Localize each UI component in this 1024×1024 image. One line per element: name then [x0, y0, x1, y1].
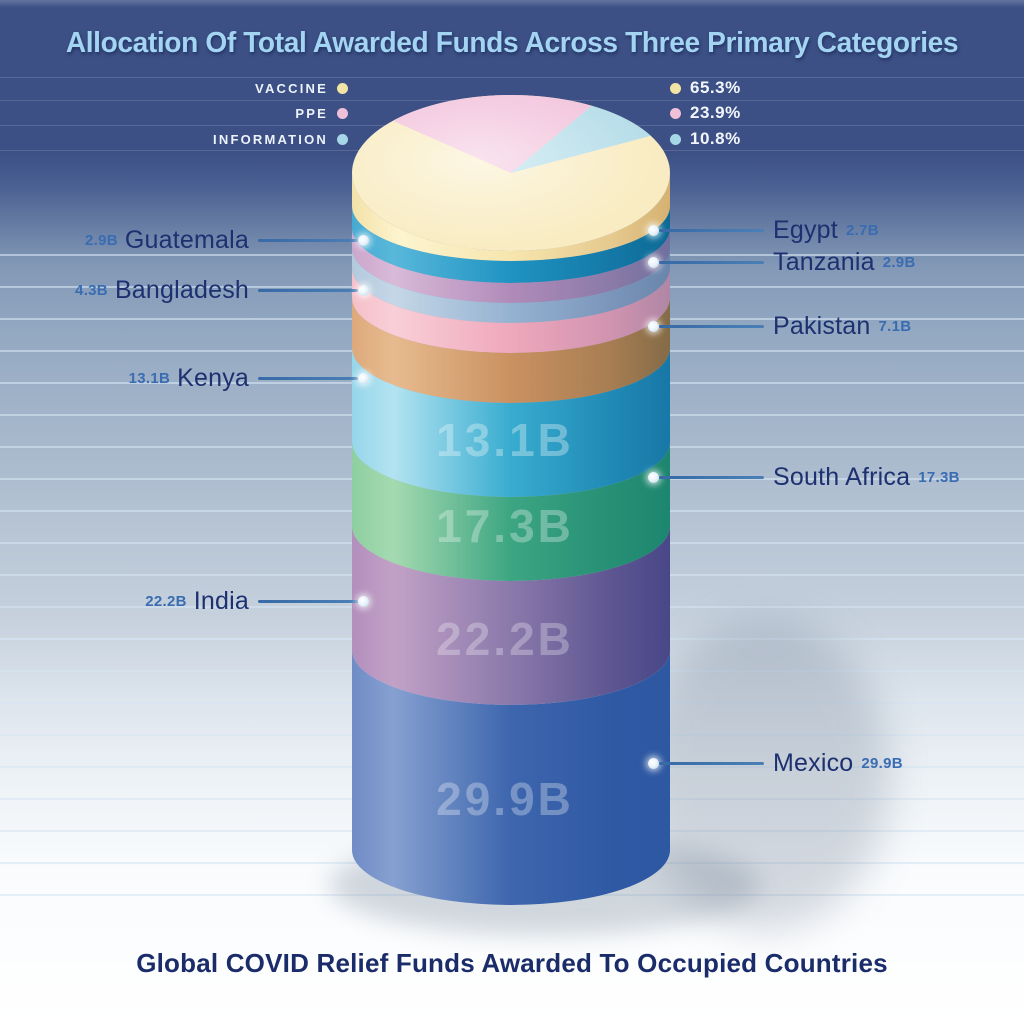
leader-line — [258, 599, 358, 603]
callout-country: Guatemala — [124, 225, 249, 254]
information-dot-icon — [670, 133, 681, 145]
callout-country: Pakistan — [773, 311, 871, 340]
band-mexico — [352, 650, 670, 905]
leader-dot-icon — [648, 320, 659, 332]
callout-value: 17.3B — [918, 468, 960, 486]
banner-divider — [0, 77, 1024, 78]
callout-pakistan: Pakistan 7.1B — [648, 311, 911, 341]
callout-bangladesh: 4.3B Bangladesh — [75, 275, 369, 305]
callout-south-africa: South Africa 17.3B — [648, 462, 960, 492]
callout-value: 7.1B — [878, 317, 912, 335]
leader-line — [258, 376, 358, 380]
leader-dot-icon — [358, 372, 369, 384]
legend-item-ppe: PPE — [295, 104, 348, 122]
page-title: Allocation Of Total Awarded Funds Across… — [65, 27, 959, 59]
legend-percent: 65.3% — [690, 78, 741, 97]
leader-line — [258, 288, 358, 292]
callout-mexico: Mexico 29.9B — [648, 748, 903, 778]
callout-value: 2.9B — [85, 231, 118, 249]
leader-line — [258, 238, 358, 242]
legend-percent: 10.8% — [690, 129, 741, 148]
leader-dot-icon — [358, 234, 369, 246]
band-value-mexico: 29.9B — [436, 773, 574, 825]
leader-line — [659, 324, 764, 328]
callout-country: India — [193, 586, 249, 615]
legend-label: PPE — [295, 105, 328, 121]
leader-line — [659, 761, 764, 765]
top-edge-highlight — [0, 0, 1024, 8]
callout-country: Tanzania — [773, 247, 875, 276]
band-value-india: 22.2B — [436, 613, 574, 665]
callout-value: 4.3B — [75, 281, 108, 299]
band-kenya — [352, 348, 670, 497]
callout-guatemala: 2.9B Guatemala — [85, 225, 369, 255]
band-south-africa — [352, 442, 670, 581]
legend-percent: 23.9% — [690, 103, 741, 122]
band-value-south-africa: 17.3B — [436, 500, 574, 552]
legend-percent-vaccine: 65.3% — [670, 78, 741, 97]
callout-value: 29.9B — [861, 754, 903, 772]
callout-egypt: Egypt 2.7B — [648, 215, 879, 245]
vaccine-dot-icon — [670, 82, 681, 94]
leader-dot-icon — [358, 595, 369, 607]
callout-country: Egypt — [773, 215, 838, 244]
callout-value: 22.2B — [145, 592, 187, 610]
callout-value: 2.7B — [845, 221, 879, 239]
legend-percent-ppe: 23.9% — [670, 103, 741, 122]
band-india — [352, 526, 670, 705]
callout-value: 13.1B — [128, 369, 171, 387]
callout-india: 22.2B India — [145, 586, 369, 616]
band-pakistan — [352, 298, 670, 403]
callout-country: South Africa — [773, 462, 911, 491]
legend-label: INFORMATION — [213, 131, 328, 147]
legend-item-vaccine: VACCINE — [255, 79, 348, 97]
band-guatemala — [352, 228, 670, 303]
callout-country: Kenya — [177, 363, 249, 392]
leader-line — [659, 228, 764, 232]
callout-tanzania: Tanzania 2.9B — [648, 247, 916, 277]
leader-dot-icon — [358, 284, 369, 296]
callout-kenya: 13.1B Kenya — [129, 363, 369, 393]
information-dot-icon — [337, 133, 348, 145]
band-tanzania — [352, 248, 670, 323]
leader-dot-icon — [648, 224, 659, 236]
ppe-dot-icon — [670, 107, 681, 119]
callout-country: Bangladesh — [114, 275, 249, 304]
vaccine-dot-icon — [337, 82, 348, 94]
pie-sheen — [352, 95, 670, 251]
band-bangladesh — [352, 268, 670, 353]
chart-subtitle: Global COVID Relief Funds Awarded To Occ… — [136, 948, 888, 978]
leader-line — [659, 260, 764, 264]
leader-line — [659, 475, 764, 479]
leader-dot-icon — [648, 256, 659, 268]
leader-dot-icon — [648, 471, 659, 483]
ppe-dot-icon — [337, 107, 348, 119]
legend-label: VACCINE — [255, 80, 328, 96]
band-egypt — [352, 206, 670, 283]
legend-item-information: INFORMATION — [213, 130, 348, 148]
legend-percent-information: 10.8% — [670, 129, 741, 148]
callout-country: Mexico — [773, 748, 854, 777]
leader-dot-icon — [648, 757, 659, 769]
callout-value: 2.9B — [882, 253, 916, 271]
band-value-kenya: 13.1B — [436, 414, 574, 466]
